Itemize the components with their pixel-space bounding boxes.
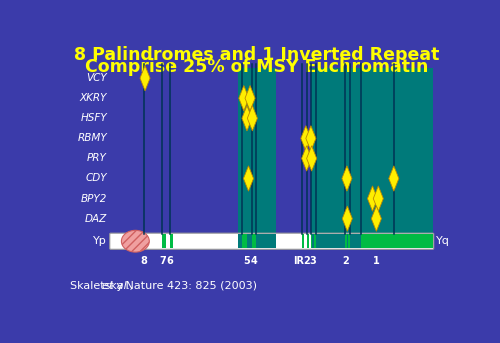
Polygon shape	[301, 126, 311, 151]
Text: et al.,: et al.,	[102, 281, 134, 291]
Text: PRY: PRY	[87, 153, 107, 163]
Text: 6: 6	[167, 257, 173, 267]
Bar	[242, 234, 247, 248]
Text: XKRY: XKRY	[80, 93, 107, 103]
Bar	[312, 68, 432, 234]
Text: HSFY: HSFY	[80, 113, 107, 123]
Polygon shape	[302, 146, 312, 171]
Text: 8 Palindromes and 1 Inverted Repeat: 8 Palindromes and 1 Inverted Repeat	[74, 46, 439, 64]
Text: 8: 8	[140, 257, 147, 267]
Text: 2: 2	[342, 257, 349, 267]
Text: VCY: VCY	[86, 73, 107, 83]
Bar	[238, 68, 277, 234]
Bar	[348, 234, 350, 248]
Bar	[238, 234, 277, 248]
Bar	[346, 234, 348, 248]
Polygon shape	[239, 85, 249, 111]
Polygon shape	[389, 166, 399, 191]
Polygon shape	[368, 186, 378, 211]
Polygon shape	[342, 206, 352, 231]
Bar	[252, 234, 256, 248]
Bar	[170, 234, 172, 248]
Ellipse shape	[122, 230, 150, 252]
Text: Yp: Yp	[94, 236, 107, 246]
Polygon shape	[245, 85, 255, 111]
FancyBboxPatch shape	[110, 233, 434, 249]
Text: CDY: CDY	[86, 174, 107, 184]
Text: 7: 7	[159, 257, 166, 267]
Bar	[306, 234, 308, 248]
Text: 1: 1	[373, 257, 380, 267]
Text: Yq: Yq	[436, 236, 450, 246]
Polygon shape	[244, 166, 254, 191]
Polygon shape	[374, 186, 384, 211]
Text: DAZ: DAZ	[85, 214, 107, 224]
Bar	[134, 234, 138, 248]
Text: Skaletsky: Skaletsky	[70, 281, 127, 291]
Text: Comprise 25% of MSY Euchromatin: Comprise 25% of MSY Euchromatin	[84, 58, 428, 76]
Bar	[361, 234, 432, 248]
Text: Nature 423: 825 (2003): Nature 423: 825 (2003)	[122, 281, 257, 291]
Text: 4: 4	[251, 257, 258, 267]
Polygon shape	[342, 166, 352, 191]
Polygon shape	[306, 126, 316, 151]
Polygon shape	[248, 106, 258, 131]
Polygon shape	[372, 206, 382, 231]
Text: RBMY: RBMY	[78, 133, 107, 143]
Polygon shape	[242, 106, 252, 131]
Text: IR2: IR2	[293, 257, 311, 267]
Bar	[310, 234, 312, 248]
Bar	[162, 234, 166, 248]
Polygon shape	[140, 66, 150, 91]
Bar	[302, 234, 304, 248]
Text: 3: 3	[310, 257, 316, 267]
Text: 5: 5	[243, 257, 250, 267]
Bar	[312, 234, 432, 248]
Bar	[314, 234, 316, 248]
Polygon shape	[306, 146, 316, 171]
Text: BPY2: BPY2	[80, 193, 107, 203]
